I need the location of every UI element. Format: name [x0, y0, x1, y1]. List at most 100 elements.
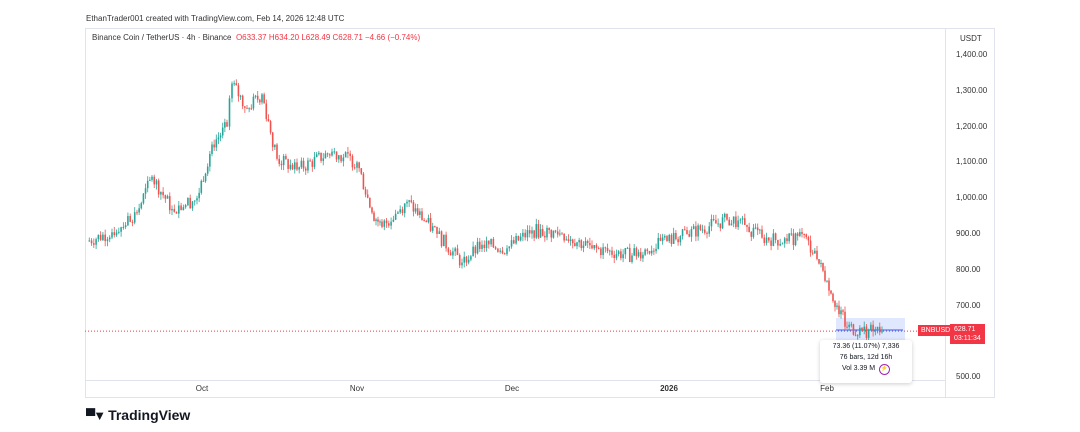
candle-body: [356, 162, 358, 168]
candle-body: [822, 262, 824, 271]
candle-body: [136, 212, 138, 214]
candle-body: [289, 164, 292, 169]
price-unit: USDT: [960, 34, 982, 43]
candle-body: [149, 179, 151, 181]
candle-body: [741, 218, 744, 220]
candle-body: [695, 226, 697, 237]
symbol-tag: BNBUSDT: [918, 325, 958, 336]
candle-body: [759, 229, 761, 231]
candle-body: [668, 235, 671, 242]
change-value: −4.66 (−0.74%): [365, 33, 421, 42]
time-tick: Oct: [195, 384, 209, 393]
candle-body: [856, 335, 859, 337]
candle-body: [474, 246, 477, 254]
candle-body: [876, 326, 879, 330]
candle-body: [342, 157, 345, 162]
candle-body: [173, 208, 176, 212]
candle-body: [379, 221, 381, 223]
candle-body: [104, 234, 106, 242]
candle-body: [189, 197, 191, 209]
candle-body: [548, 227, 550, 230]
candle-body: [296, 162, 298, 170]
candle-body: [554, 230, 557, 232]
candle-body: [122, 227, 125, 229]
candle-body: [131, 221, 134, 223]
candle-body: [88, 240, 91, 242]
candle-body: [383, 220, 386, 227]
flash-icon[interactable]: ⚡: [879, 364, 891, 375]
candle-body: [840, 310, 842, 315]
candle-body: [624, 248, 627, 255]
candle-body: [318, 152, 320, 155]
candle-body: [394, 213, 397, 220]
candle-body: [180, 205, 182, 211]
candle-body: [781, 243, 784, 245]
candle-body: [510, 240, 513, 247]
candle-body: [576, 242, 578, 247]
candle-body: [269, 121, 272, 133]
bar-countdown: 03:11:34: [954, 335, 981, 342]
candle-body: [679, 236, 682, 243]
candle-body: [565, 239, 568, 241]
chart-frame[interactable]: [85, 28, 995, 398]
candle-body: [108, 237, 111, 240]
candle-body: [231, 83, 233, 99]
measure-tooltip: 73.36 (11.07%) 7,336 76 bars, 12d 16h Vo…: [820, 340, 912, 383]
candle-body: [626, 247, 629, 249]
candle-body: [719, 223, 722, 229]
candle-body: [517, 235, 520, 241]
candle-body: [182, 207, 185, 211]
candle-body: [191, 201, 194, 209]
candle-body: [202, 180, 205, 182]
chart-credit: EthanTrader001 created with TradingView.…: [86, 14, 345, 23]
candle-body: [728, 219, 731, 226]
candle-body: [620, 251, 622, 259]
candle-body: [611, 250, 613, 255]
candle-body: [416, 208, 419, 215]
candle-body: [151, 176, 153, 180]
candle-body: [447, 248, 450, 253]
price-tick: 800.00: [956, 264, 981, 274]
candle-body: [204, 173, 207, 182]
time-axis-divider: [85, 380, 945, 381]
candle-body: [340, 155, 342, 162]
candle-body: [465, 256, 468, 263]
candle-body: [701, 229, 704, 231]
candle-body: [483, 244, 486, 248]
candle-body: [106, 239, 109, 242]
candle-body: [237, 85, 240, 97]
candle-body: [659, 237, 662, 241]
candle-body: [524, 232, 526, 238]
candle-body: [765, 237, 768, 243]
candle-body: [224, 122, 226, 128]
candle-body: [748, 226, 750, 232]
candle-body: [541, 229, 544, 236]
candle-body: [805, 234, 808, 238]
candle-body: [373, 212, 375, 221]
candle-body: [690, 229, 693, 237]
candle-body: [809, 240, 812, 253]
candle-body: [544, 235, 546, 238]
candle-body: [672, 232, 675, 244]
candle-body: [814, 250, 816, 254]
candle-body: [777, 240, 779, 246]
candle-body: [385, 220, 388, 224]
candle-body: [737, 220, 739, 228]
candle-body: [646, 249, 649, 252]
candle-body: [490, 239, 492, 245]
candle-body: [867, 329, 870, 338]
candle-body: [248, 108, 250, 110]
candle-body: [256, 95, 259, 100]
candle-body: [870, 324, 872, 330]
candle-body: [95, 239, 97, 245]
candle-body: [287, 159, 289, 169]
candle-body: [298, 167, 300, 170]
price-tick: 500.00: [956, 372, 981, 382]
brand-name: TradingView: [108, 407, 191, 423]
price-tick: 1,000.00: [956, 193, 988, 203]
candle-body: [824, 270, 826, 281]
tradingview-logo[interactable]: ▀▼ TradingView: [86, 407, 190, 423]
candle-body: [120, 227, 122, 232]
candle-body: [526, 230, 529, 238]
candle-body: [761, 229, 763, 238]
